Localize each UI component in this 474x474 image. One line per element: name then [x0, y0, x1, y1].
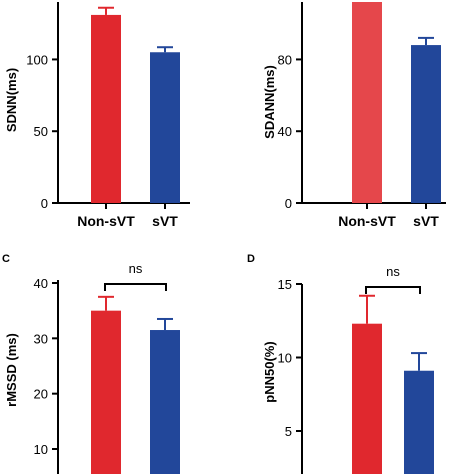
significance-bracket — [365, 286, 421, 294]
panel-letter: C — [2, 253, 10, 265]
category-label: Non-sVT — [77, 213, 135, 229]
y-axis-title: pNN50(%) — [262, 341, 277, 402]
bar-svt — [404, 370, 434, 474]
y-tick-label: 0 — [285, 196, 292, 211]
y-axis-title: SDANN(ms) — [262, 65, 277, 139]
y-tick-label: 20 — [34, 387, 48, 402]
bar-svt — [411, 45, 441, 204]
bar-non-svt — [91, 14, 121, 203]
y-tick-label: 10 — [34, 442, 48, 457]
y-tick-label: 40 — [278, 124, 292, 139]
bar-svt — [150, 330, 180, 474]
y-tick-label: 50 — [34, 124, 48, 139]
y-tick-label: 80 — [278, 52, 292, 67]
category-label: sVT — [413, 213, 439, 229]
category-label: sVT — [152, 213, 178, 229]
significance-label: ns — [129, 261, 143, 276]
significance-bracket — [104, 283, 167, 291]
bar-non-svt — [91, 310, 121, 474]
bar-non-svt — [352, 2, 382, 203]
y-tick-label: 40 — [34, 276, 48, 291]
y-tick-label: 0 — [41, 196, 48, 211]
y-tick-label: 10 — [278, 351, 292, 366]
y-axis-title: SDNN(ms) — [4, 68, 19, 132]
bar-svt — [150, 52, 180, 203]
y-tick-label: 100 — [26, 52, 48, 67]
y-tick-label: 15 — [278, 277, 292, 292]
category-label: Non-sVT — [338, 213, 396, 229]
significance-label: ns — [386, 264, 400, 279]
panel-letter: D — [247, 253, 255, 265]
y-tick-label: 5 — [285, 424, 292, 439]
bar-non-svt — [352, 323, 382, 474]
y-axis-title: rMSSD (ms) — [4, 333, 19, 407]
y-tick-label: 30 — [34, 331, 48, 346]
